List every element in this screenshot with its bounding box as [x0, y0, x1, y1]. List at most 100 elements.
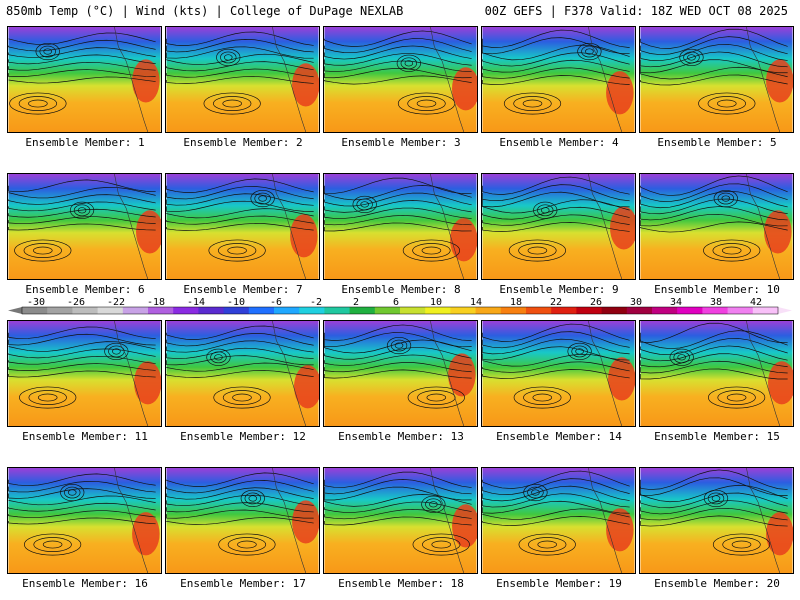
warm-anomaly [290, 214, 318, 258]
coastline [746, 468, 781, 573]
coastline [430, 468, 465, 573]
colorbar-tick-label: 42 [750, 297, 762, 308]
colorbar-segment [97, 307, 124, 314]
coastline [272, 321, 307, 426]
warm-anomaly [134, 361, 161, 405]
colorbar-segment [576, 307, 603, 314]
height-contours [324, 177, 472, 262]
map-title: 850mb Temp (°C) | Wind (kts) | College o… [6, 4, 404, 18]
temperature-map [639, 467, 794, 574]
colorbar-segment [148, 307, 174, 314]
ensemble-member-label: Ensemble Member: 10 [654, 283, 780, 296]
colorbar-segment [122, 307, 149, 314]
colorbar-segment [677, 307, 703, 314]
ensemble-member-label: Ensemble Member: 9 [499, 283, 619, 296]
colorbar-tick-label: -10 [227, 297, 245, 308]
colorbar-tick-label: 26 [590, 297, 602, 308]
colorbar-tick-label: -6 [270, 297, 282, 308]
colorbar-tick-label: 2 [353, 297, 359, 308]
ensemble-member-label: Ensemble Member: 7 [183, 283, 303, 296]
temperature-map [7, 173, 162, 280]
colorbar-segment [173, 307, 199, 314]
warm-anomaly [294, 365, 319, 409]
warm-anomaly [766, 512, 793, 556]
ensemble-member-label: Ensemble Member: 5 [657, 136, 777, 149]
colorbar-tick-label: 14 [470, 297, 482, 308]
height-contours [482, 29, 630, 115]
colorbar-segment [626, 307, 653, 314]
coastline [114, 468, 149, 573]
height-contours [324, 324, 472, 409]
warm-anomaly [452, 67, 477, 111]
ensemble-member-label: Ensemble Member: 11 [22, 430, 148, 443]
temperature-map [165, 173, 320, 280]
model-run-info: 00Z GEFS | F378 Valid: 18Z WED OCT 08 20… [484, 4, 788, 18]
colorbar-segment [500, 307, 527, 314]
coastline [746, 174, 781, 279]
colorbar-segment [727, 307, 754, 314]
colorbar-segment [22, 307, 48, 314]
colorbar-segment [601, 307, 628, 314]
ensemble-member-label: Ensemble Member: 17 [180, 577, 306, 590]
colorbar-segment [475, 307, 502, 314]
temperature-map [165, 26, 320, 133]
colorbar-tick-label: 30 [630, 297, 642, 308]
ensemble-member-label: Ensemble Member: 13 [338, 430, 464, 443]
ensemble-member-label: Ensemble Member: 19 [496, 577, 622, 590]
colorbar-tick-label: 6 [393, 297, 399, 308]
coastline [588, 468, 623, 573]
temperature-map [481, 26, 636, 133]
colorbar-tick-label: -18 [147, 297, 165, 308]
warm-anomaly [452, 504, 477, 548]
temperature-map [165, 467, 320, 574]
colorbar-high-arrow [778, 307, 792, 314]
height-contours [8, 179, 156, 262]
coastline [272, 27, 307, 132]
coastline [588, 174, 623, 279]
temperature-map [323, 467, 478, 574]
ensemble-member-label: Ensemble Member: 3 [341, 136, 461, 149]
ensemble-member-label: Ensemble Member: 6 [25, 283, 145, 296]
colorbar-segment [400, 307, 426, 314]
colorbar-low-arrow [8, 307, 22, 314]
warm-anomaly [764, 210, 792, 254]
colorbar-tick-label: -30 [27, 297, 45, 308]
colorbar-segment [374, 307, 401, 314]
coastline [114, 321, 149, 426]
ensemble-member-label: Ensemble Member: 14 [496, 430, 622, 443]
colorbar-segment [72, 307, 99, 314]
ensemble-member-label: Ensemble Member: 15 [654, 430, 780, 443]
warm-anomaly [292, 63, 319, 107]
height-contours [8, 326, 156, 409]
height-contours [640, 175, 788, 262]
colorbar-tick-label: 22 [550, 297, 562, 308]
temperature-map [323, 26, 478, 133]
colorbar-segment [526, 307, 552, 314]
ensemble-member-label: Ensemble Member: 20 [654, 577, 780, 590]
coastline [114, 174, 149, 279]
temperature-map [639, 26, 794, 133]
colorbar-segment [425, 307, 451, 314]
coastline [588, 27, 623, 132]
colorbar-segment [450, 307, 477, 314]
coastline [114, 27, 149, 132]
colorbar-tick-label: -14 [187, 297, 205, 308]
colorbar-tick-label: 10 [430, 297, 442, 308]
height-contours [482, 176, 630, 262]
height-contours [324, 30, 472, 115]
temperature-map [481, 173, 636, 280]
colorbar-segment [274, 307, 300, 314]
warm-anomaly [132, 512, 160, 556]
colorbar-segment [324, 307, 351, 314]
warm-anomaly [608, 357, 635, 401]
height-contours [166, 472, 314, 556]
warm-anomaly [448, 353, 476, 397]
ensemble-member-label: Ensemble Member: 18 [338, 577, 464, 590]
colorbar-segment [752, 307, 779, 314]
warm-anomaly [132, 59, 160, 103]
colorbar-tick-label: 34 [670, 297, 682, 308]
temperature-map [481, 320, 636, 427]
coastline [746, 27, 781, 132]
colorbar-segment [299, 307, 325, 314]
temperature-map [7, 320, 162, 427]
